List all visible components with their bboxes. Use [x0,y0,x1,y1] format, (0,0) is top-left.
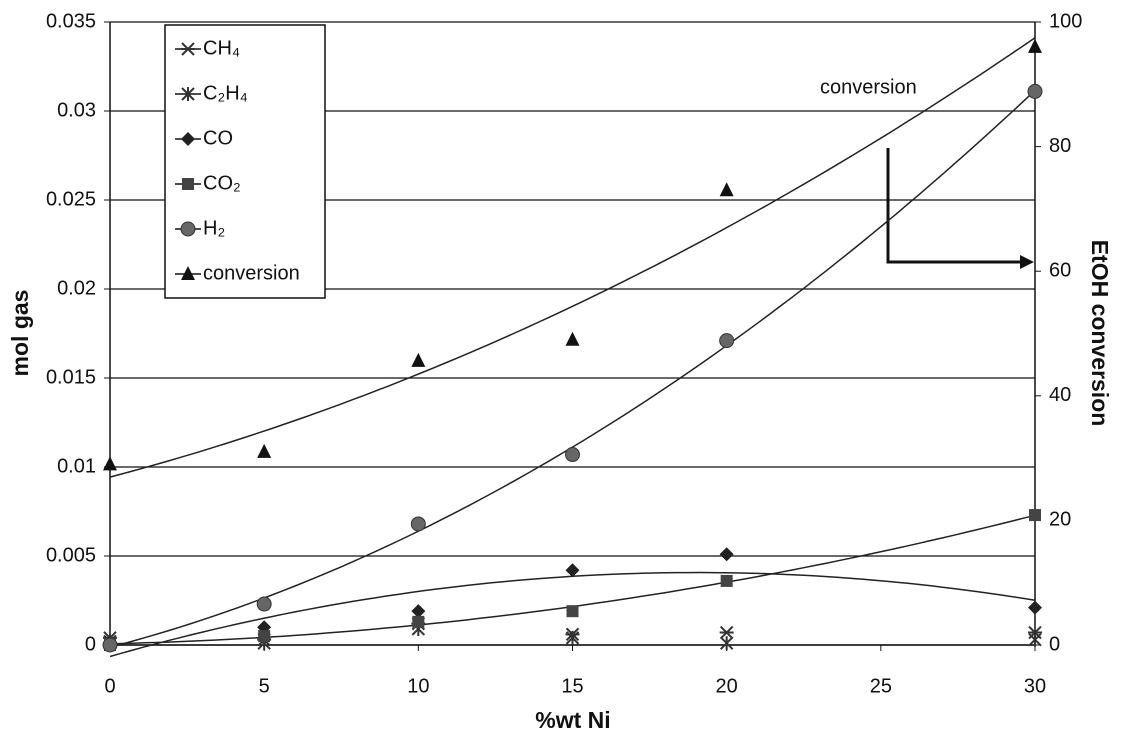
marker [180,221,196,237]
marker [565,447,580,463]
y-tick-label: 0.03 [57,99,96,121]
y2-tick-label: 100 [1049,10,1082,32]
legend-label: CH₄ [203,37,240,59]
marker [181,132,195,146]
marker [1028,38,1042,53]
marker [565,630,580,645]
marker [181,266,195,280]
marker [256,596,272,612]
marker [411,604,426,619]
y-axis-title: mol gas [7,290,33,377]
marker [719,547,734,562]
x-axis-title: %wt Ni [535,707,610,733]
legend-label: CO [203,127,233,149]
x-tick-label: 25 [870,675,892,697]
marker [411,352,426,367]
marker [719,636,734,651]
marker [1028,600,1042,615]
marker [565,331,580,346]
marker [719,182,734,197]
x-tick-label: 20 [716,675,738,697]
marker [565,563,580,578]
y-tick-label: 0.02 [57,277,96,299]
trendline [109,514,1036,645]
marker [412,615,425,628]
marker [181,42,195,56]
annotation: conversion [820,76,917,98]
y2-tick-label: 0 [1049,633,1060,655]
marker [1028,632,1042,647]
legend-label: CO₂ [203,172,241,194]
y-tick-label: 0.015 [46,366,96,388]
y-tick-label: 0.035 [46,10,96,32]
y2-tick-label: 80 [1049,135,1071,157]
y-tick-label: 0 [85,633,96,655]
x-tick-label: 15 [561,675,583,697]
x-tick-label: 10 [407,675,429,697]
y2-tick-label: 60 [1049,259,1071,281]
annotation-arrow [886,148,1022,264]
y-tick-label: 0.01 [57,455,96,477]
marker [1027,83,1043,99]
marker [182,178,194,190]
y-tick-label: 0.005 [46,544,96,566]
x-tick-label: 30 [1024,675,1046,697]
marker [181,87,195,101]
marker [720,574,733,587]
marker [257,443,272,458]
legend-label: conversion [203,262,300,284]
marker [719,625,734,640]
legend-label: H₂ [203,217,225,239]
marker [258,630,271,643]
y-tick-label: 0.025 [46,188,96,210]
x-tick-label: 5 [259,675,270,697]
marker [410,516,426,532]
marker [102,637,118,653]
legend-label: C₂H₄ [203,82,248,104]
marker [719,333,735,349]
y2-tick-label: 40 [1049,384,1071,406]
legend-box [164,24,326,299]
marker [566,605,579,618]
y2-axis-title: EtOH conversion [1087,240,1113,427]
x-tick-label: 0 [104,675,115,697]
marker [103,456,117,471]
y2-tick-label: 20 [1049,509,1071,531]
arrow-head [1020,255,1034,269]
marker [1029,509,1041,522]
trendline [109,37,1036,478]
